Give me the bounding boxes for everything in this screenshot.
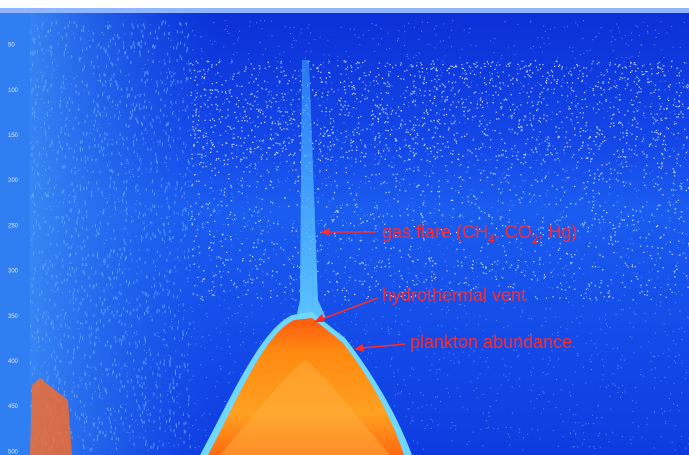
depth-label: 50 <box>8 43 15 49</box>
text-part: gas flare (CH <box>382 222 488 242</box>
depth-label: 450 <box>8 404 19 410</box>
depth-label: 350 <box>8 314 19 320</box>
text-part: , CO <box>495 222 532 242</box>
axis-strip <box>0 8 30 455</box>
annotation-text: hydrothermal vent <box>382 285 526 305</box>
surface-line <box>0 8 689 13</box>
depth-label: 150 <box>8 133 19 139</box>
depth-label: 500 <box>8 449 19 455</box>
text-part: , Hg) <box>538 222 577 242</box>
depth-label: 200 <box>8 178 19 184</box>
depth-label: 100 <box>8 88 19 94</box>
depth-label: 400 <box>8 359 19 365</box>
depth-label: 300 <box>8 269 19 275</box>
annotation-text: plankton abundance <box>410 332 572 352</box>
depth-label: 250 <box>8 223 19 229</box>
echogram: 50 100 150 200 250 300 350 400 450 500 gas flare … <box>0 0 689 455</box>
